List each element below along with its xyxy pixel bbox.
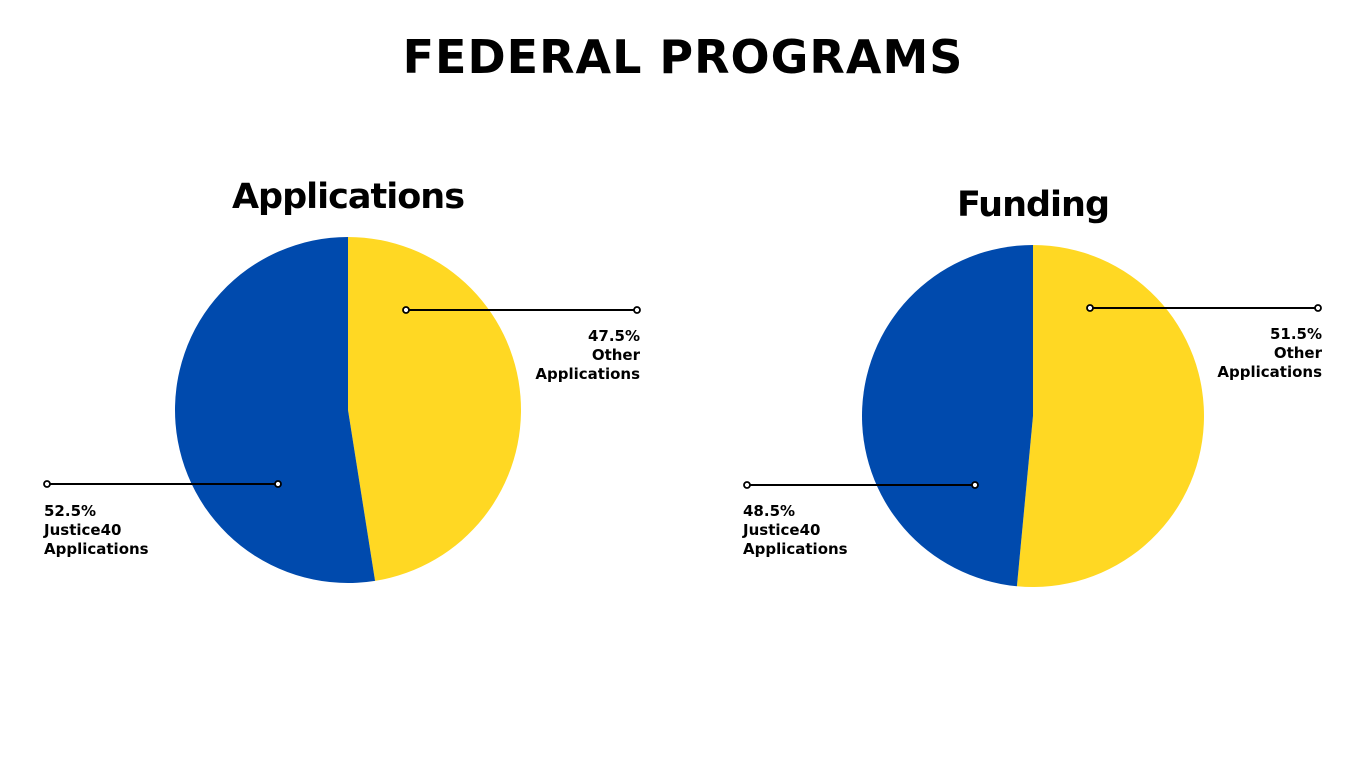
other-applications-label: 47.5% Other Applications	[480, 327, 640, 384]
justice40-applications-label: 52.5% Justice40 Applications	[44, 502, 204, 559]
slice-name-line2: Applications	[44, 540, 149, 558]
justice40-funding-label: 48.5% Justice40 Applications	[743, 502, 903, 559]
slice-name-line1: Justice40	[44, 521, 122, 539]
slice-name-line1: Other	[1273, 344, 1322, 362]
leader-endpoint	[274, 480, 282, 488]
pie-slice-justice40-applications	[862, 245, 1033, 587]
slice-name-line1: Justice40	[743, 521, 821, 539]
page-title: FEDERAL PROGRAMS	[402, 30, 964, 84]
slice-percent: 52.5%	[44, 502, 97, 520]
slice-name-line2: Applications	[535, 365, 640, 383]
pie-slice-other-applications	[348, 237, 521, 581]
slice-name-line1: Other	[591, 346, 640, 364]
leader-endpoint	[1086, 304, 1094, 312]
slice-name-line2: Applications	[1217, 363, 1322, 381]
leader-endpoint	[971, 481, 979, 489]
leader-endpoint	[633, 306, 641, 314]
slice-percent: 48.5%	[743, 502, 796, 520]
other-funding-label: 51.5% Other Applications	[1162, 325, 1322, 382]
chart-title: Funding	[956, 185, 1110, 225]
pie-slice-justice40-applications	[174, 237, 376, 583]
leader-endpoint	[743, 481, 751, 489]
pie-slice-other-applications	[1016, 245, 1205, 587]
slice-percent: 51.5%	[1269, 325, 1322, 343]
slice-percent: 47.5%	[587, 327, 640, 345]
leader-endpoint	[402, 306, 410, 314]
leader-endpoint	[1314, 304, 1322, 312]
leader-endpoint	[43, 480, 51, 488]
chart-title: Applications	[231, 177, 465, 217]
slice-name-line2: Applications	[743, 540, 848, 558]
